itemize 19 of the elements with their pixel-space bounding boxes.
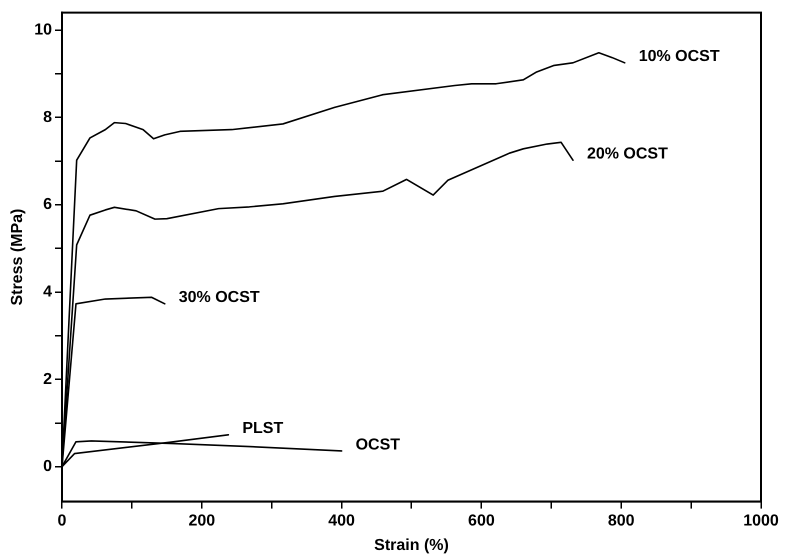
y-tick-label: 6 [43, 196, 52, 214]
x-tick-label: 1000 [743, 512, 779, 530]
x-tick-label: 200 [188, 512, 216, 530]
x-tick-label: 600 [468, 512, 495, 530]
series-label: OCST [356, 436, 400, 454]
y-tick-label: 4 [43, 283, 52, 300]
series-label: 30% OCST [178, 289, 260, 306]
y-tick-label: 0 [43, 458, 52, 476]
y-tick-label: 10 [34, 21, 52, 38]
y-axis-title: Stress (MPa) [9, 208, 26, 306]
x-axis-title: Strain (%) [374, 536, 449, 554]
series-label: 20% OCST [586, 146, 668, 163]
series-label: 10% OCST [638, 48, 720, 66]
y-tick-label: 8 [43, 108, 52, 126]
y-tick-label: 2 [43, 370, 52, 388]
x-tick-label: 400 [328, 512, 356, 530]
x-tick-label: 0 [58, 512, 67, 530]
series-label: PLST [242, 420, 284, 438]
x-tick-label: 800 [608, 512, 635, 530]
